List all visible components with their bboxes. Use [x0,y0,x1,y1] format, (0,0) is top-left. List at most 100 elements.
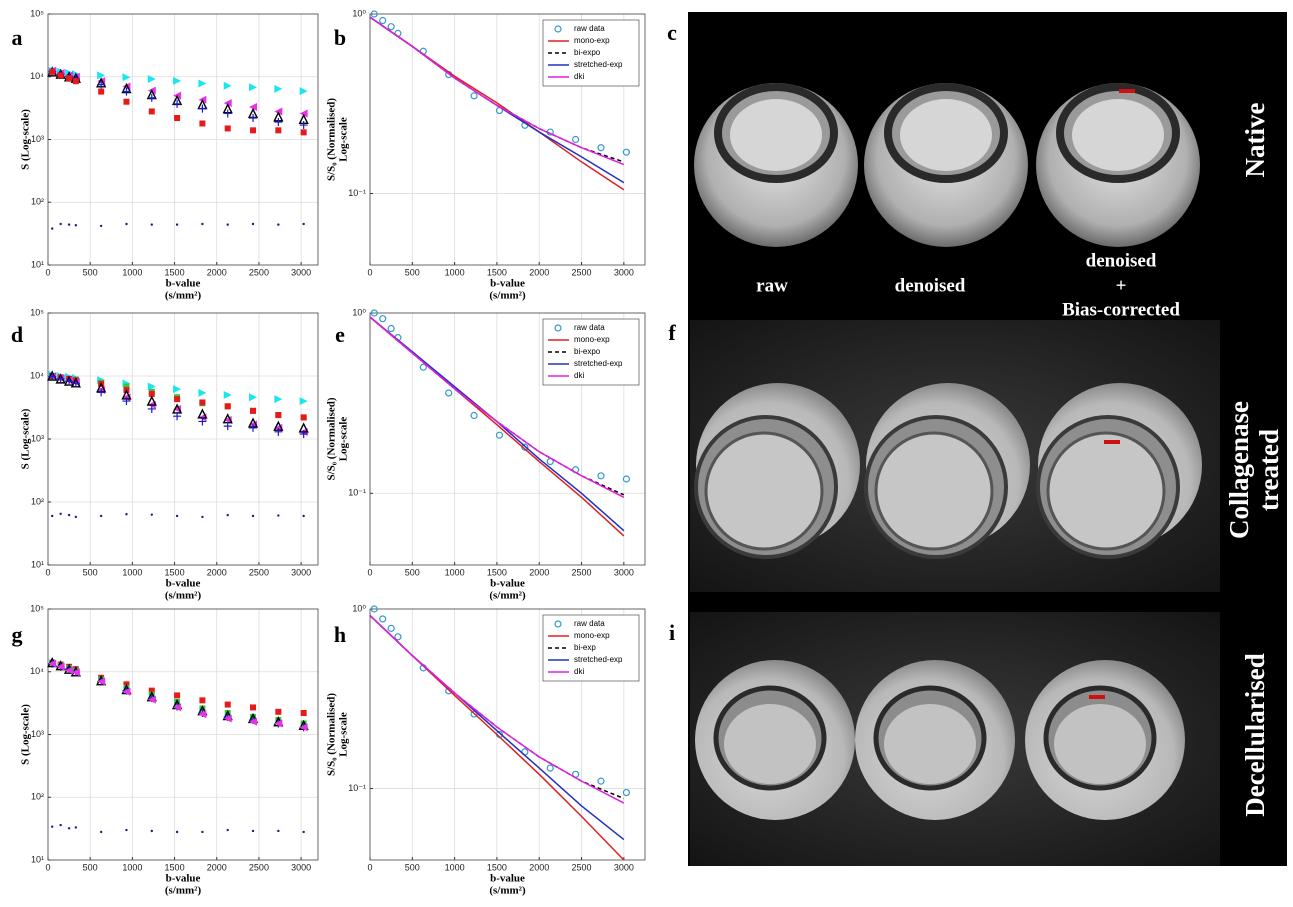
x-tick-label: 2000 [207,567,227,577]
x-tick-label: 0 [45,267,50,277]
data-point [174,692,180,698]
data-point [59,824,61,826]
x-tick-label: 2000 [529,267,549,277]
y-tick-label: 10¹ [31,259,44,269]
column-label: raw [756,275,788,296]
panel-label: g [12,622,23,647]
chart: 05001000150020002500300010⁻¹10⁰b-value(s… [326,307,645,601]
data-point [252,515,254,517]
x-tick-label: 3000 [291,267,311,277]
data-point [125,223,127,225]
row-label: treated [1254,429,1284,511]
data-point [176,515,178,517]
roi-marker [1104,440,1120,444]
legend-label: stretched-exp [574,60,623,69]
data-point [75,224,77,226]
x-tick-label: 2500 [249,862,269,872]
x-tick-label: 3000 [614,267,634,277]
data-point [250,127,256,133]
legend-label: raw data [574,24,605,33]
x-tick-label: 3000 [291,567,311,577]
x-axis-label: b-value [490,578,525,590]
data-point [49,69,55,75]
data-point [68,514,70,516]
x-tick-label: 500 [83,862,98,872]
data-point [252,223,254,225]
y-tick-label: 10⁰ [352,603,366,613]
data-point [58,72,64,78]
x-axis-label: (s/mm²) [165,590,202,602]
legend-label: bi-expo [574,347,601,356]
panel-label: e [335,322,345,347]
legend-label: stretched-exp [574,655,623,664]
data-point [201,831,203,833]
x-tick-label: 0 [45,862,50,872]
mri-image [855,660,1015,820]
x-tick-label: 2000 [207,862,227,872]
mri-image [695,660,855,820]
data-point [277,830,279,832]
data-point [98,89,104,95]
data-point [149,108,155,114]
x-tick-label: 500 [405,567,420,577]
x-tick-label: 0 [45,567,50,577]
y-tick-label: 10⁴ [30,370,44,380]
data-point [125,513,127,515]
y-axis-label: S/S₀ (Normalised) [326,693,338,776]
legend-label: mono-exp [574,36,610,45]
data-point [73,78,79,84]
panel-label: b [334,25,346,50]
chart: 05001000150020002500300010⁻¹10⁰b-value(s… [326,8,645,301]
column-label: denoised [1086,250,1157,271]
x-tick-label: 3000 [291,862,311,872]
data-point [151,223,153,225]
data-point [100,225,102,227]
data-point [176,223,178,225]
legend-label: dki [574,371,584,380]
x-tick-label: 2000 [207,267,227,277]
data-point [301,710,307,716]
x-tick-label: 1000 [122,862,142,872]
y-tick-label: 10² [31,197,44,207]
y-axis-label: S (Log-scale) [20,408,32,469]
x-tick-label: 500 [405,862,420,872]
y-tick-label: 10⁵ [30,603,44,613]
y-tick-label: 10³ [31,134,44,144]
x-tick-label: 1500 [165,567,185,577]
panel-label: f [668,320,676,345]
y-tick-label: 10⁴ [30,666,44,676]
x-tick-label: 2500 [572,267,592,277]
x-tick-label: 1500 [487,267,507,277]
data-point [59,513,61,515]
x-tick-label: 1000 [445,862,465,872]
x-axis-label: (s/mm²) [489,590,526,602]
data-point [125,829,127,831]
x-tick-label: 500 [83,267,98,277]
x-axis-label: (s/mm²) [165,290,202,302]
y-tick-label: 10⁻¹ [348,488,366,498]
x-tick-label: 1000 [445,267,465,277]
x-tick-label: 2500 [249,267,269,277]
data-point [277,223,279,225]
row-label: Collagenase [1224,401,1254,539]
data-point [275,709,281,715]
data-point [68,827,70,829]
data-point [59,223,61,225]
y-axis-label: Log-scale [338,712,350,757]
mri-image [1036,83,1200,247]
data-point [302,223,304,225]
y-tick-label: 10² [31,792,44,802]
legend-label: raw data [574,323,605,332]
data-point [301,414,307,420]
image-panel: raw denoised denoised + Bias-corrected N… [688,12,1287,866]
data-point [100,831,102,833]
y-tick-label: 10⁵ [30,8,44,18]
y-tick-label: 10⁰ [352,307,366,317]
data-point [75,826,77,828]
mri-image [1025,660,1185,820]
legend-label: mono-exp [574,631,610,640]
chart: 05001000150020002500300010¹10²10³10⁴10⁵b… [20,8,318,301]
x-axis-label: b-value [166,578,201,590]
mri-image [864,83,1028,247]
